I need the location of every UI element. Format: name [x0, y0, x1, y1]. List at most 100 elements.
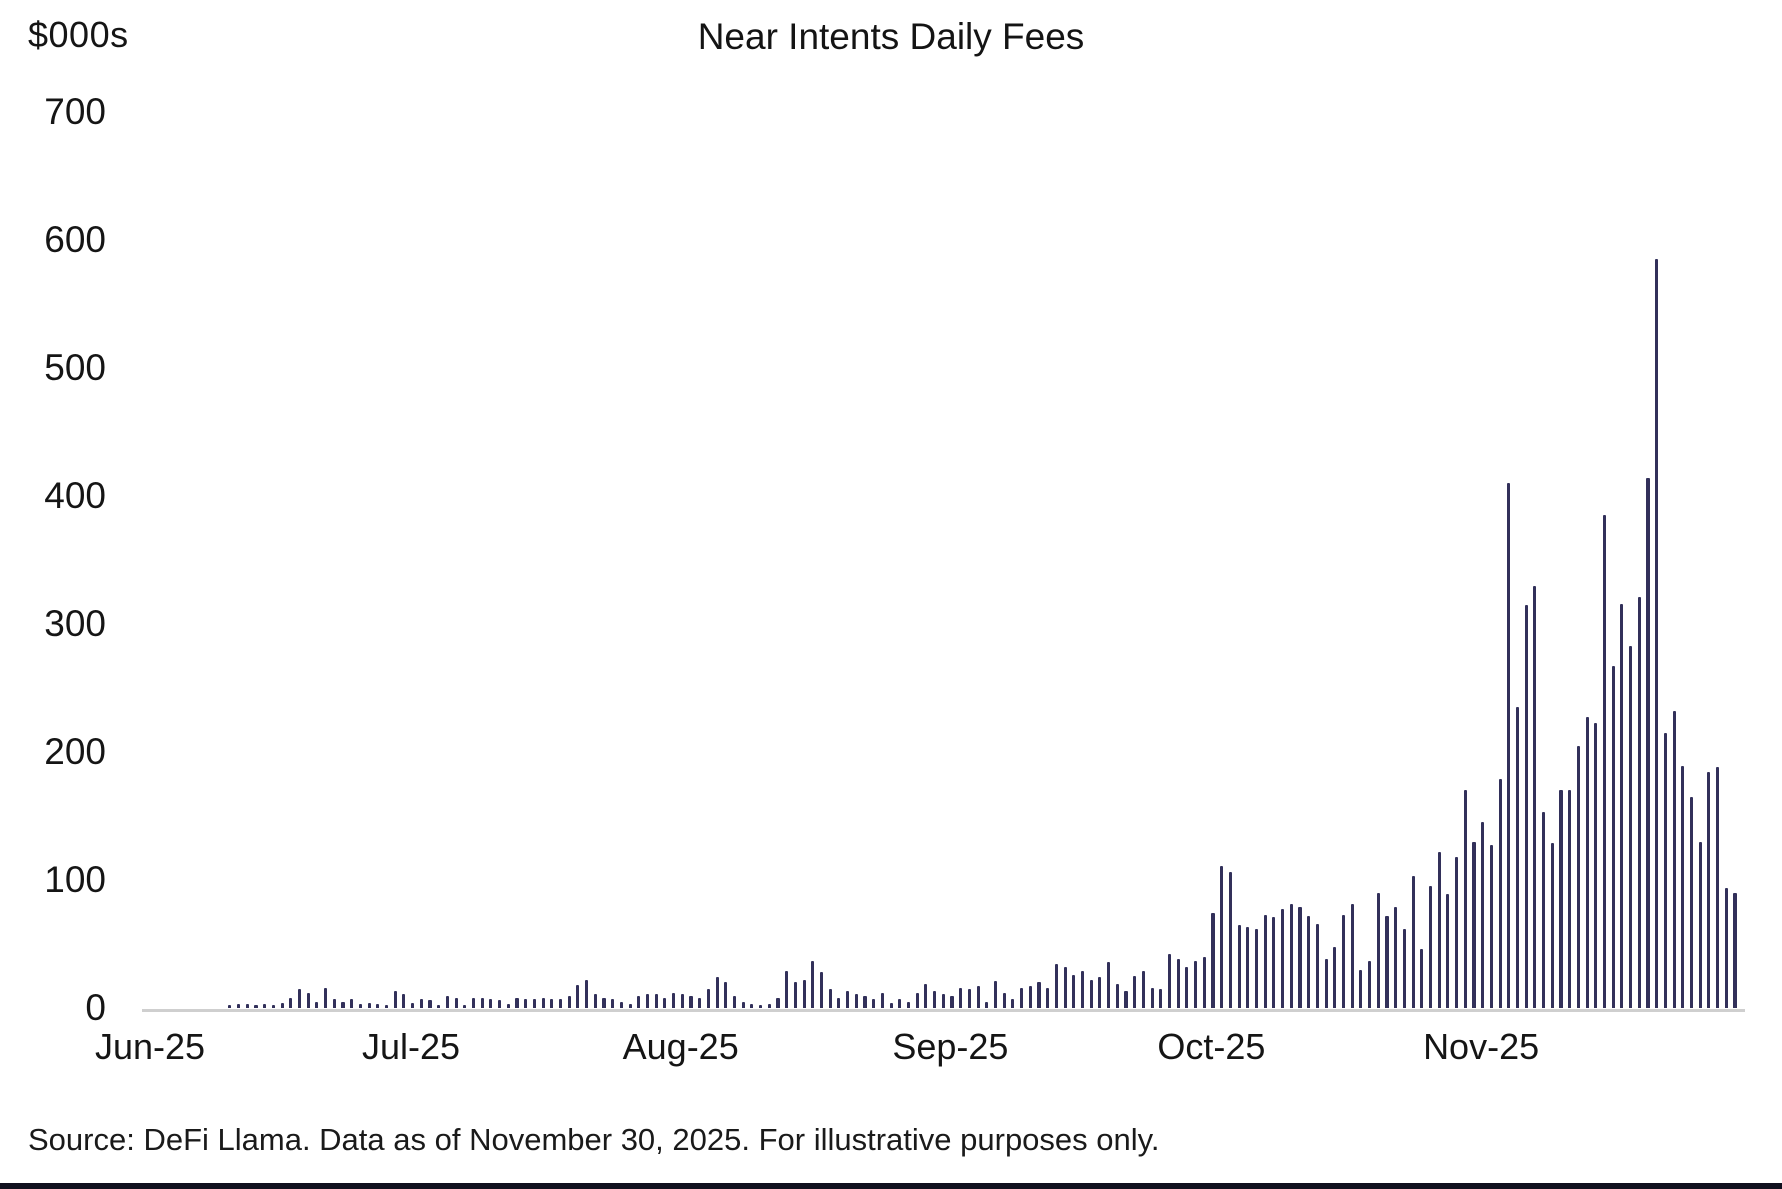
daily-fee-bar — [1550, 842, 1554, 1008]
daily-fee-bar — [1150, 987, 1154, 1008]
daily-fee-bar — [1272, 917, 1276, 1008]
daily-fee-bar — [1663, 732, 1667, 1008]
chart-title: Near Intents Daily Fees — [697, 16, 1085, 57]
daily-fee-bar — [1080, 970, 1085, 1008]
daily-fee-bar — [1594, 722, 1598, 1008]
daily-fee-bar — [915, 992, 919, 1008]
daily-fee-bar — [1220, 865, 1224, 1008]
y-tick-label: 500 — [44, 347, 106, 388]
daily-fee-bar — [341, 1001, 345, 1008]
x-tick-label: Oct-25 — [1157, 1026, 1266, 1067]
daily-fee-bar — [350, 999, 354, 1008]
daily-fee-bar — [1446, 894, 1450, 1008]
daily-fee-bar — [619, 1001, 623, 1008]
daily-fee-bar — [1315, 923, 1319, 1008]
daily-fee-bar — [480, 997, 484, 1008]
daily-fee-bar — [1176, 959, 1180, 1008]
daily-fee-bar — [393, 991, 397, 1008]
daily-fee-bar — [245, 1004, 249, 1008]
daily-fee-bar — [698, 997, 702, 1008]
daily-fee-bar — [1141, 970, 1145, 1008]
daily-fee-bar — [271, 1005, 275, 1008]
x-tick-label: Nov-25 — [1423, 1026, 1540, 1067]
daily-fee-bar — [1107, 961, 1111, 1008]
daily-fee-bar — [1515, 707, 1520, 1008]
daily-fee-bar — [1046, 987, 1050, 1008]
daily-fee-bar — [863, 996, 867, 1008]
daily-fee-bar — [1063, 967, 1067, 1008]
daily-fee-bar — [846, 991, 850, 1008]
x-tick-label: Jun-25 — [94, 1026, 206, 1067]
daily-fee-bar — [489, 999, 493, 1008]
daily-fee-bar — [854, 993, 858, 1008]
daily-fee-bar — [1211, 913, 1215, 1008]
daily-fee-bar — [1672, 711, 1676, 1008]
x-axis-baseline — [142, 1009, 1745, 1012]
daily-fee-bar — [1307, 915, 1311, 1008]
daily-fee-bar — [672, 992, 676, 1008]
y-tick-label: 700 — [44, 91, 106, 132]
daily-fee-bar — [585, 979, 589, 1008]
daily-fee-bar — [1054, 964, 1058, 1008]
daily-fee-bar — [1524, 604, 1528, 1008]
daily-fee-bar — [941, 993, 945, 1008]
daily-fee-bar — [550, 999, 554, 1008]
daily-fee-bar — [263, 1004, 267, 1008]
daily-fee-bar — [1133, 976, 1137, 1008]
daily-fee-bar — [1341, 914, 1346, 1008]
daily-fee-bar — [411, 1002, 415, 1008]
daily-fee-bar — [1098, 977, 1102, 1008]
x-tick-label: Jul-25 — [361, 1026, 461, 1067]
daily-fee-bar — [1463, 790, 1467, 1008]
x-tick-label: Sep-25 — [892, 1026, 1009, 1067]
daily-fee-bar — [950, 996, 954, 1008]
y-tick-label: 300 — [44, 603, 106, 644]
daily-fee-bar — [802, 979, 806, 1008]
daily-fee-bar — [1602, 515, 1607, 1008]
daily-fee-bar — [724, 982, 728, 1008]
daily-fee-bar — [924, 983, 928, 1008]
daily-fee-bar — [628, 1004, 632, 1008]
daily-fee-bar — [689, 996, 693, 1008]
daily-fee-bar — [1254, 928, 1259, 1008]
daily-fee-bar — [959, 987, 963, 1008]
daily-fee-bar — [715, 977, 719, 1008]
daily-fee-bar — [759, 1005, 763, 1008]
daily-fee-bar — [1011, 999, 1015, 1008]
y-tick-label: 200 — [44, 731, 106, 772]
daily-fee-bar — [428, 1000, 432, 1008]
daily-fee-bar — [637, 996, 641, 1008]
daily-fee-bar — [532, 999, 536, 1008]
daily-fee-bar — [1620, 603, 1624, 1008]
daily-fee-bar — [1263, 914, 1267, 1008]
daily-fee-bar — [567, 996, 571, 1008]
daily-fee-bar — [1228, 872, 1232, 1008]
daily-fee-bar — [750, 1004, 754, 1008]
daily-fee-bar — [576, 984, 580, 1008]
daily-fee-bar — [376, 1004, 380, 1008]
daily-fee-bar — [1733, 892, 1737, 1008]
daily-fee-bar — [1246, 927, 1250, 1008]
daily-fee-bar — [332, 999, 336, 1008]
daily-fee-bar — [437, 1005, 441, 1008]
daily-fee-bar — [280, 1002, 284, 1008]
daily-fee-bar — [471, 997, 476, 1008]
y-tick-label: 600 — [44, 219, 106, 260]
daily-fee-bar — [1368, 960, 1372, 1008]
daily-fee-bar — [306, 992, 310, 1008]
daily-fee-bar — [445, 996, 449, 1008]
daily-fee-bar — [1002, 992, 1006, 1008]
daily-fee-bar — [463, 1005, 467, 1008]
daily-fee-bar — [1237, 924, 1241, 1008]
daily-fee-bar — [1576, 745, 1580, 1008]
daily-fee-bar — [419, 999, 423, 1008]
daily-fee-bar — [1568, 790, 1572, 1008]
daily-fee-bar — [1472, 841, 1476, 1008]
daily-fee-bar — [880, 992, 884, 1008]
daily-fee-bar — [541, 997, 545, 1008]
daily-fee-bar — [741, 1001, 745, 1008]
x-tick-label: Aug-25 — [622, 1026, 739, 1067]
daily-fee-bar — [1646, 478, 1650, 1008]
daily-fee-bar — [1359, 969, 1363, 1008]
